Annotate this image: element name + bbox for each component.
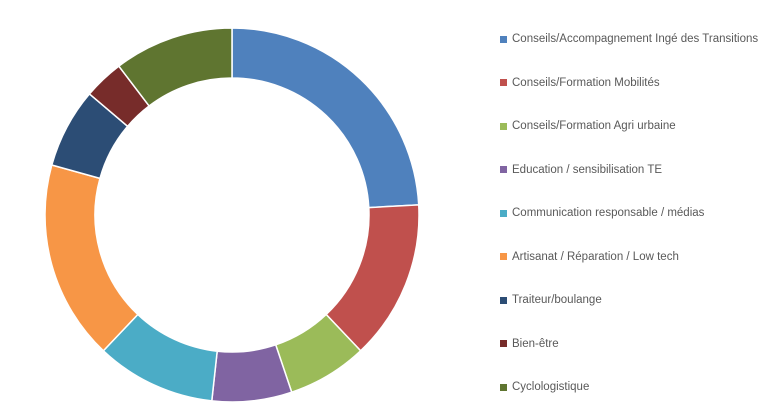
legend-swatch-icon: [500, 166, 507, 173]
legend-item-3[interactable]: Conseils/Formation Agri urbaine: [500, 118, 778, 134]
legend-label: Conseils/Accompagnement Ingé des Transit…: [512, 33, 759, 45]
legend-swatch-icon: [500, 79, 507, 86]
legend-label: Communication responsable / médias: [512, 207, 705, 219]
legend-item-4[interactable]: Education / sensibilisation TE: [500, 162, 778, 178]
legend-item-5[interactable]: Communication responsable / médias: [500, 205, 778, 221]
donut-segment-1[interactable]: Conseils/Accompagnement Ingé des Transit…: [231, 27, 420, 209]
legend-label: Conseils/Formation Agri urbaine: [512, 120, 676, 132]
chart-legend: Conseils/Accompagnement Ingé des Transit…: [500, 31, 778, 395]
legend-swatch-icon: [500, 209, 507, 217]
legend-swatch-icon: [500, 383, 507, 391]
legend-item-6[interactable]: Artisanat / Réparation / Low tech: [500, 249, 778, 265]
legend-swatch-icon: [500, 340, 507, 347]
legend-swatch-icon: [500, 122, 507, 130]
legend-label: Bien-être: [512, 337, 559, 350]
legend-item-2[interactable]: Conseils/Formation Mobilités: [500, 75, 778, 91]
legend-label: Cyclologistique: [512, 381, 590, 393]
legend-label: Traiteur/boulange: [512, 294, 602, 306]
legend-swatch-icon: [500, 296, 507, 304]
legend-label: Education / sensibilisation TE: [512, 163, 663, 176]
legend-label: Conseils/Formation Mobilités: [512, 76, 660, 89]
legend-item-1[interactable]: Conseils/Accompagnement Ingé des Transit…: [500, 31, 778, 47]
legend-swatch-icon: [500, 253, 507, 260]
legend-item-8[interactable]: Bien-être: [500, 336, 778, 352]
legend-swatch-icon: [500, 35, 507, 43]
legend-item-7[interactable]: Traiteur/boulange: [500, 292, 778, 308]
legend-item-9[interactable]: Cyclologistique: [500, 379, 778, 395]
legend-label: Artisanat / Réparation / Low tech: [512, 250, 679, 263]
donut-chart: Conseils/Accompagnement Ingé des Transit…: [44, 27, 420, 403]
donut-segment-9[interactable]: Cyclologistique: [118, 27, 233, 107]
donut-segment-6[interactable]: Artisanat / Réparation / Low tech: [44, 164, 139, 352]
